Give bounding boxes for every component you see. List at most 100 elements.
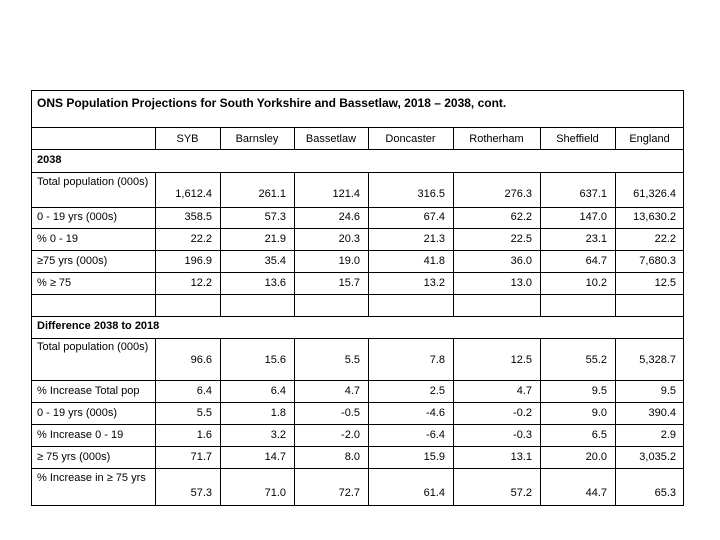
column-divider: [540, 402, 541, 424]
table-cell: 261.1: [258, 188, 286, 200]
column-divider: [368, 402, 369, 424]
table-cell: 15.9: [423, 451, 445, 463]
column-divider: [368, 272, 369, 294]
column-divider: [453, 468, 454, 506]
column-divider: [540, 294, 541, 316]
table-cell: 5.5: [344, 354, 360, 366]
table-cell: 13.6: [264, 277, 286, 289]
column-divider: [615, 207, 616, 228]
table-cell: 8.0: [344, 451, 360, 463]
table-cell: 1.6: [196, 429, 212, 441]
table-cell: 13,630.2: [633, 211, 676, 223]
column-divider: [615, 380, 616, 402]
table-cell: 2.9: [660, 429, 676, 441]
column-divider: [368, 338, 369, 380]
column-divider: [155, 446, 156, 468]
column-divider: [615, 228, 616, 250]
column-divider: [615, 127, 616, 149]
column-divider: [294, 380, 295, 402]
column-header-sheffield: Sheffield: [556, 133, 599, 145]
column-divider: [453, 228, 454, 250]
table-cell: 21.9: [264, 233, 286, 245]
column-divider: [155, 424, 156, 446]
column-divider: [368, 380, 369, 402]
column-divider: [294, 424, 295, 446]
table-cell: 22.2: [190, 233, 212, 245]
column-divider: [453, 446, 454, 468]
column-divider: [155, 338, 156, 380]
row-label: ≥ 75 yrs (000s): [37, 451, 111, 463]
column-divider: [220, 250, 221, 272]
row-label: Total population (000s): [37, 341, 149, 353]
table-cell: -6.4: [426, 429, 445, 441]
table-cell: 35.4: [264, 255, 286, 267]
row-label: Total population (000s): [37, 176, 149, 188]
table-cell: 4.7: [516, 385, 532, 397]
column-divider: [220, 172, 221, 207]
column-divider: [155, 127, 156, 149]
column-divider: [294, 402, 295, 424]
column-divider: [453, 402, 454, 424]
column-divider: [540, 207, 541, 228]
table-cell: 57.3: [264, 211, 286, 223]
table-cell: 61,326.4: [633, 188, 676, 200]
row-label: % Increase Total pop: [37, 385, 140, 397]
table-cell: 2.5: [429, 385, 445, 397]
table-cell: 9.5: [591, 385, 607, 397]
column-divider: [220, 446, 221, 468]
table-cell: 316.5: [417, 188, 445, 200]
row-divider: [31, 468, 684, 469]
column-divider: [294, 172, 295, 207]
table-cell: 21.3: [423, 233, 445, 245]
row-label: ≥75 yrs (000s): [37, 255, 108, 267]
table-cell: 3.2: [270, 429, 286, 441]
column-divider: [453, 272, 454, 294]
column-divider: [220, 402, 221, 424]
column-divider: [294, 207, 295, 228]
row-divider: [31, 402, 684, 403]
column-divider: [155, 250, 156, 272]
column-divider: [368, 127, 369, 149]
column-divider: [615, 272, 616, 294]
table-frame: [31, 90, 684, 506]
column-divider: [540, 127, 541, 149]
table-cell: 14.7: [264, 451, 286, 463]
table-cell: 19.0: [338, 255, 360, 267]
table-cell: 71.7: [190, 451, 212, 463]
table-cell: 196.9: [184, 255, 212, 267]
table-cell: 20.3: [338, 233, 360, 245]
column-divider: [155, 207, 156, 228]
table-cell: 57.2: [510, 487, 532, 499]
table-cell: 13.1: [510, 451, 532, 463]
table-cell: 36.0: [510, 255, 532, 267]
column-header-barnsley: Barnsley: [235, 133, 279, 145]
section-heading: Difference 2038 to 2018: [37, 320, 160, 332]
row-label: % 0 - 19: [37, 233, 78, 245]
table-cell: 64.7: [585, 255, 607, 267]
column-divider: [294, 228, 295, 250]
table-cell: 1,612.4: [175, 188, 212, 200]
column-divider: [294, 338, 295, 380]
column-divider: [294, 446, 295, 468]
column-divider: [615, 250, 616, 272]
table-cell: 12.5: [654, 277, 676, 289]
table-cell: 276.3: [504, 188, 532, 200]
column-header-rotherham: Rotherham: [469, 133, 524, 145]
table-cell: 5,328.7: [639, 354, 676, 366]
table-cell: 10.2: [585, 277, 607, 289]
column-divider: [368, 468, 369, 506]
column-divider: [294, 127, 295, 149]
column-divider: [220, 127, 221, 149]
table-cell: 5.5: [196, 407, 212, 419]
column-divider: [220, 207, 221, 228]
column-divider: [294, 468, 295, 506]
row-divider: [31, 127, 684, 128]
column-divider: [368, 294, 369, 316]
column-divider: [220, 424, 221, 446]
column-divider: [615, 294, 616, 316]
table-cell: 62.2: [510, 211, 532, 223]
column-divider: [615, 468, 616, 506]
table-cell: 15.6: [264, 354, 286, 366]
table-cell: 61.4: [423, 487, 445, 499]
column-divider: [155, 228, 156, 250]
